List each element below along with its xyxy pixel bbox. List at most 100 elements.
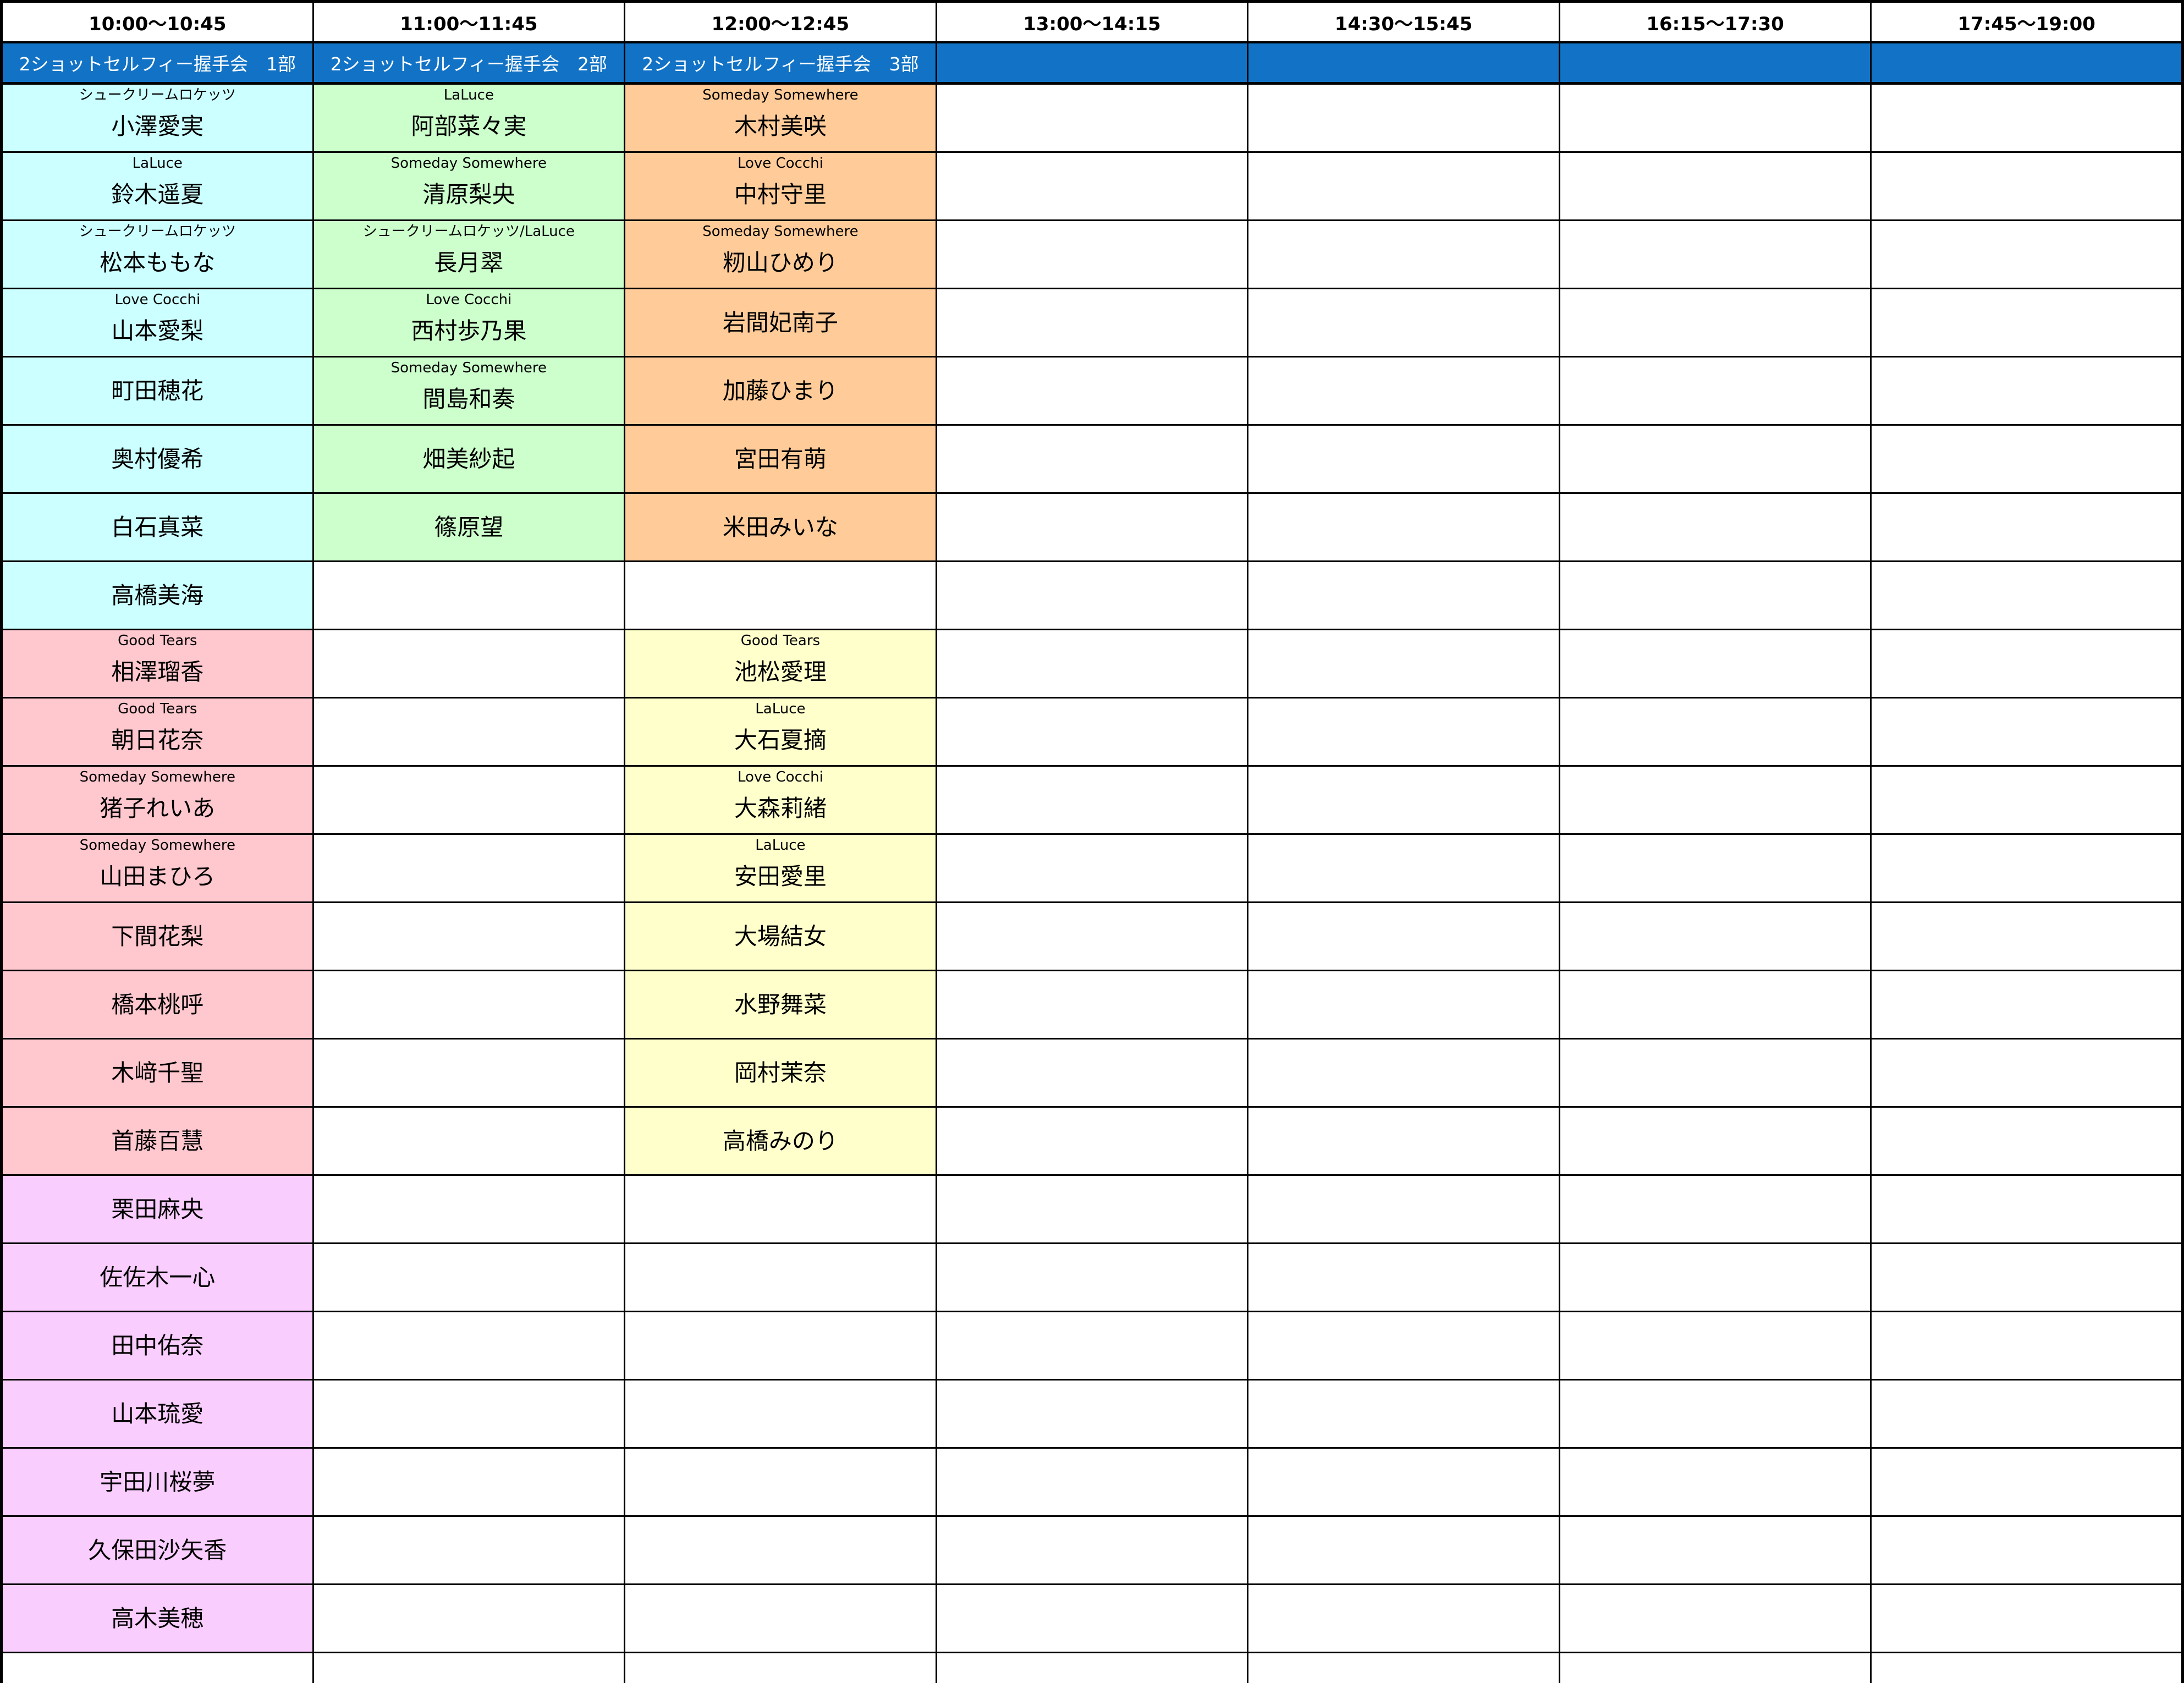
schedule-row: Someday Somewhere 山田まひろ LaLuce 安田愛里 xyxy=(1,833,2183,903)
empty-cell xyxy=(1558,697,1872,767)
member-name: 白石真菜 xyxy=(111,513,204,541)
member-group-label: シュークリームロケッツ/LaLuce xyxy=(362,223,575,240)
member-cell: Someday Somewhere 清原梨央 xyxy=(312,151,626,221)
member-name: 下間花梨 xyxy=(111,922,204,950)
empty-cell xyxy=(935,765,1249,835)
empty-cell xyxy=(1247,833,1560,903)
empty-cell xyxy=(1247,1174,1560,1244)
member-name: 奥村優希 xyxy=(111,445,204,472)
empty-cell xyxy=(312,1652,626,1683)
empty-cell xyxy=(935,492,1249,562)
empty-cell xyxy=(1558,356,1872,426)
member-cell: 久保田沙矢香 xyxy=(1,1515,314,1585)
member-name: 町田穂花 xyxy=(111,377,204,404)
member-cell: Good Tears 朝日花奈 xyxy=(1,697,314,767)
member-cell: Someday Somewhere 籾山ひめり xyxy=(624,219,937,289)
empty-cell xyxy=(1870,629,2183,698)
member-name: 山本愛梨 xyxy=(111,317,204,344)
member-name: 栗田麻央 xyxy=(111,1195,204,1223)
schedule-row: Love Cocchi 山本愛梨 Love Cocchi 西村歩乃果 岩間妃南子 xyxy=(1,288,2183,358)
member-cell: 岡村茉奈 xyxy=(624,1038,937,1108)
schedule-row xyxy=(1,1652,2183,1683)
event-cell xyxy=(1870,41,2183,85)
empty-cell xyxy=(1870,1174,2183,1244)
empty-cell xyxy=(624,1379,937,1449)
schedule-row: 町田穂花 Someday Somewhere 間島和奏 加藤ひまり xyxy=(1,356,2183,426)
member-cell: Love Cocchi 大森莉緒 xyxy=(624,765,937,835)
empty-cell xyxy=(935,1447,1249,1517)
member-cell: 高橋みのり xyxy=(624,1106,937,1176)
empty-cell xyxy=(312,560,626,630)
empty-cell xyxy=(1870,1106,2183,1176)
member-cell: Someday Somewhere 山田まひろ xyxy=(1,833,314,903)
empty-cell xyxy=(1870,1038,2183,1108)
member-name: 小澤愛実 xyxy=(111,112,204,140)
empty-cell xyxy=(1,1652,314,1683)
member-name: 水野舞菜 xyxy=(734,991,827,1018)
empty-cell xyxy=(1558,901,1872,971)
time-header-row: 10:00～10:45 11:00～11:45 12:00～12:45 13:00～1… xyxy=(1,0,2183,43)
empty-cell xyxy=(935,833,1249,903)
member-cell: シュークリームロケッツ 小澤愛実 xyxy=(1,82,314,153)
schedule-row: LaLuce 鈴木遥夏 Someday Somewhere 清原梨央 Love Cocc… xyxy=(1,151,2183,221)
empty-cell xyxy=(624,1447,937,1517)
empty-cell xyxy=(935,1174,1249,1244)
empty-cell xyxy=(1870,1447,2183,1517)
member-cell: Someday Somewhere 間島和奏 xyxy=(312,356,626,426)
member-cell: 田中佑奈 xyxy=(1,1311,314,1380)
empty-cell xyxy=(935,1038,1249,1108)
member-cell: 篠原望 xyxy=(312,492,626,562)
schedule-row: 山本琉愛 xyxy=(1,1379,2183,1449)
empty-cell xyxy=(1558,1583,1872,1653)
empty-cell xyxy=(624,1515,937,1585)
member-cell: 米田みいな xyxy=(624,492,937,562)
member-cell: 山本琉愛 xyxy=(1,1379,314,1449)
event-cell xyxy=(935,41,1249,85)
member-group-label: シュークリームロケッツ xyxy=(79,223,236,240)
member-name: 木村美咲 xyxy=(734,112,827,140)
member-name: 山田まひろ xyxy=(100,862,216,890)
member-group-label: LaLuce xyxy=(755,837,806,854)
member-name: 高木美穂 xyxy=(111,1604,204,1632)
schedule-row: 栗田麻央 xyxy=(1,1174,2183,1244)
empty-cell xyxy=(1247,1583,1560,1653)
empty-cell xyxy=(935,82,1249,153)
time-header: 17:45～19:00 xyxy=(1870,0,2183,43)
empty-cell xyxy=(1247,82,1560,153)
event-cell: 2ショットセルフィー握手会 2部 xyxy=(312,41,626,85)
schedule-row: Good Tears 朝日花奈 LaLuce 大石夏摘 xyxy=(1,697,2183,767)
member-cell: 宇田川桜夢 xyxy=(1,1447,314,1517)
empty-cell xyxy=(1558,629,1872,698)
event-row: 2ショットセルフィー握手会 1部 2ショットセルフィー握手会 2部 2ショットセルフ… xyxy=(1,41,2183,85)
empty-cell xyxy=(1558,288,1872,358)
empty-cell xyxy=(935,1242,1249,1312)
member-name: 朝日花奈 xyxy=(111,726,204,754)
empty-cell xyxy=(624,1242,937,1312)
empty-cell xyxy=(1247,1447,1560,1517)
member-name: 清原梨央 xyxy=(422,180,515,208)
empty-cell xyxy=(1558,560,1872,630)
member-name: 中村守里 xyxy=(734,180,827,208)
member-cell: Good Tears 相澤瑠香 xyxy=(1,629,314,698)
empty-cell xyxy=(1247,1652,1560,1683)
member-name: 米田みいな xyxy=(722,513,838,541)
empty-cell xyxy=(312,1311,626,1380)
schedule-grid: シュークリームロケッツ 小澤愛実 LaLuce 阿部菜々実 Someday Somewh… xyxy=(1,82,2183,1683)
member-cell: LaLuce 安田愛里 xyxy=(624,833,937,903)
member-group-label: Good Tears xyxy=(118,701,197,717)
member-cell: 佐佐木一心 xyxy=(1,1242,314,1312)
member-cell: Someday Somewhere 木村美咲 xyxy=(624,82,937,153)
member-name: 間島和奏 xyxy=(422,385,515,413)
member-group-label: Love Cocchi xyxy=(737,769,823,785)
empty-cell xyxy=(1247,1038,1560,1108)
empty-cell xyxy=(935,1379,1249,1449)
empty-cell xyxy=(935,219,1249,289)
empty-cell xyxy=(1247,629,1560,698)
schedule-row: 高木美穂 xyxy=(1,1583,2183,1653)
empty-cell xyxy=(312,1379,626,1449)
member-cell: Good Tears 池松愛理 xyxy=(624,629,937,698)
member-cell: 奥村優希 xyxy=(1,424,314,494)
schedule-row: 高橋美海 xyxy=(1,560,2183,630)
